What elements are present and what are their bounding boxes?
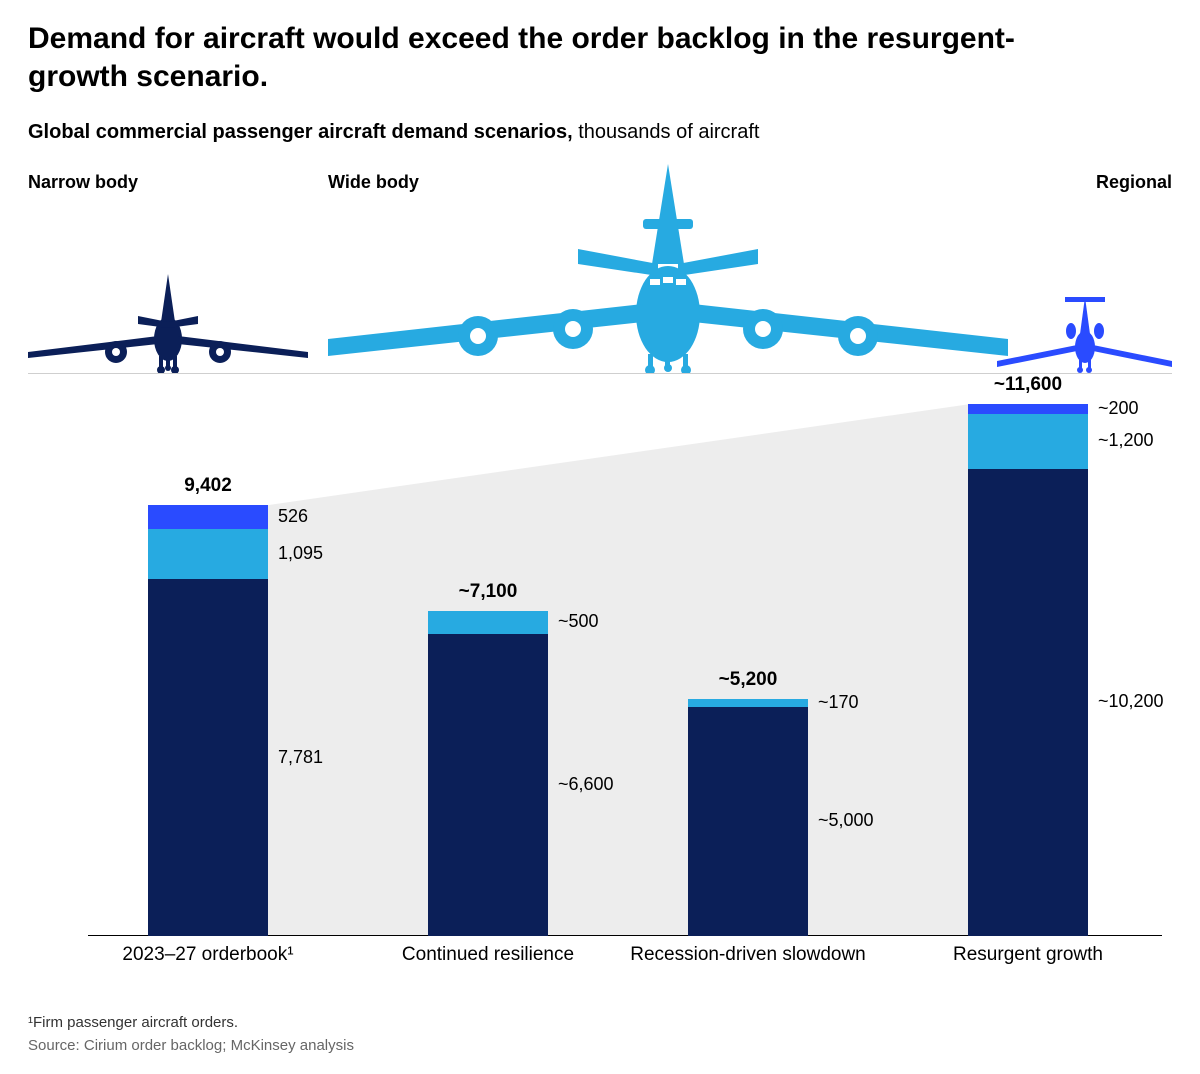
segment-label: ~5,000 (818, 810, 874, 831)
legend-regional-label: Regional (1096, 172, 1172, 193)
bar-segment-narrow (968, 469, 1088, 937)
chart-subtitle: Global commercial passenger aircraft dem… (28, 119, 1172, 146)
bar-segment-wide (688, 699, 808, 707)
bar-segment-wide (428, 611, 548, 634)
category-label: Recession-driven slowdown (618, 944, 878, 966)
bar-segment-narrow (428, 634, 548, 937)
footnote: ¹Firm passenger aircraft orders. (28, 1012, 1172, 1035)
legend-row: Narrow body Wide body Regional (28, 164, 1172, 374)
segment-label: 7,781 (278, 747, 323, 768)
bar-total-label: 9,402 (128, 475, 288, 497)
bar-segment-regional (148, 505, 268, 529)
bar-total-label: ~5,200 (668, 669, 828, 691)
wide-body-icon (328, 164, 1008, 374)
bar-segment-regional (968, 404, 1088, 413)
bar-total-label: ~11,600 (948, 374, 1108, 396)
segment-label: ~6,600 (558, 774, 614, 795)
narrow-body-icon (28, 244, 308, 374)
category-label: Continued resilience (358, 944, 618, 966)
bar-segment-wide (148, 529, 268, 579)
category-label: 2023–27 orderbook¹ (78, 944, 338, 966)
segment-label: ~10,200 (1098, 691, 1164, 712)
segment-label: ~500 (558, 611, 599, 632)
category-label: Resurgent growth (898, 944, 1158, 966)
chart-title: Demand for aircraft would exceed the ord… (28, 20, 1078, 95)
segment-label: 1,095 (278, 543, 323, 564)
regional-icon (997, 279, 1172, 374)
stacked-bar-chart: 7,781 1,095 526 9,402 2023–27 orderbook¹ ~6,6… (28, 386, 1172, 966)
bar-total-label: ~7,100 (408, 581, 568, 603)
bar-segment-narrow (688, 707, 808, 936)
segment-label: ~200 (1098, 398, 1139, 419)
subtitle-unit: thousands of aircraft (573, 121, 760, 143)
legend-narrow-label: Narrow body (28, 172, 138, 193)
subtitle-bold: Global commercial passenger aircraft dem… (28, 121, 573, 143)
bar-segment-narrow (148, 579, 268, 936)
bar-segment-wide (968, 414, 1088, 469)
segment-label: ~1,200 (1098, 430, 1154, 451)
segment-label: ~170 (818, 692, 859, 713)
segment-label: 526 (278, 506, 308, 527)
source-line: Source: Cirium order backlog; McKinsey a… (28, 1037, 1172, 1054)
